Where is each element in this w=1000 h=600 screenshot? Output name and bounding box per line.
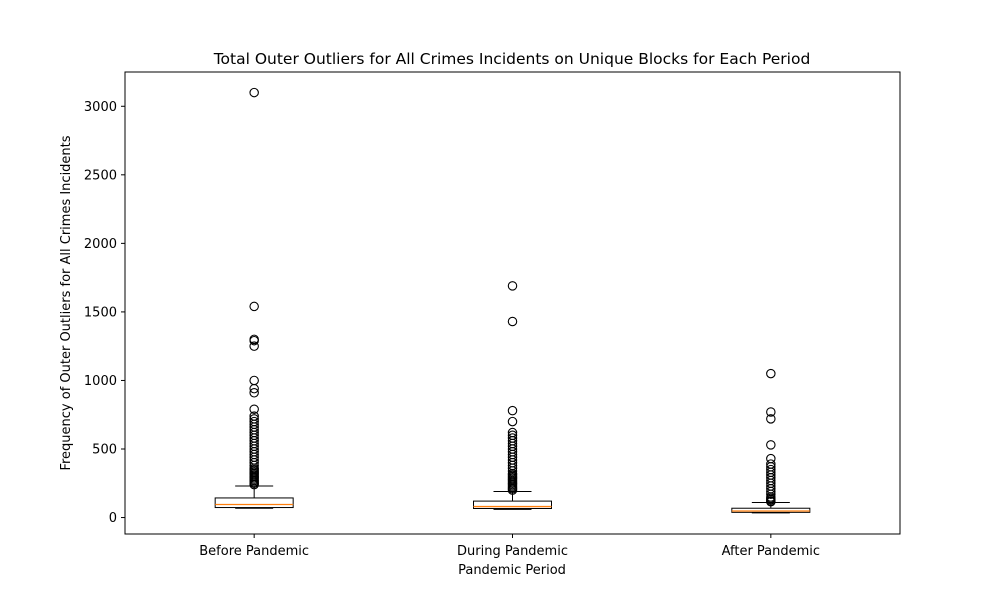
outlier-point [766,497,776,507]
box-group [473,281,552,510]
box-group [731,368,811,514]
y-tick-label: 2000 [84,237,117,252]
x-tick-label: After Pandemic [722,544,820,559]
y-axis-label: Frequency of Outer Outliers for All Crim… [59,135,74,470]
outlier-point [249,388,259,398]
outlier-point [249,479,259,490]
outlier-point [766,368,776,379]
axes: 0 500 1000 1500 2000 2500 3000 Before Pandemic D… [84,71,901,559]
outlier-point [249,341,259,351]
y-tick-label: 3000 [84,100,117,115]
outlier-point [766,414,776,424]
x-tick-label: During Pandemic [457,544,568,559]
iqr-box [731,507,811,513]
outlier-point [249,87,259,98]
y-tick-label: 0 [109,511,117,526]
outlier-point [507,405,518,416]
outlier-point [249,301,259,312]
iqr-box [214,497,294,509]
outlier-point [766,489,776,499]
y-tick-label: 1500 [84,305,117,320]
outlier-point [507,316,518,327]
y-tick-label: 500 [92,443,117,458]
box-group [214,87,294,509]
plot-area [214,87,811,514]
outlier-point [249,404,259,414]
x-tick-label: Before Pandemic [199,544,309,559]
iqr-box [473,500,552,510]
outlier-point [766,407,776,417]
x-axis-label: Pandemic Period [458,563,566,578]
outlier-point [249,383,259,394]
outlier-point [507,416,518,427]
outlier-point [507,281,518,291]
outlier-point [766,440,776,450]
outlier-point [249,335,259,346]
outlier-point [507,485,518,495]
y-tick-label: 1000 [84,374,117,389]
chart-title: Total Outer Outliers for All Crimes Inci… [213,50,811,68]
outlier-point [249,375,259,386]
y-tick-label: 2500 [84,168,117,183]
